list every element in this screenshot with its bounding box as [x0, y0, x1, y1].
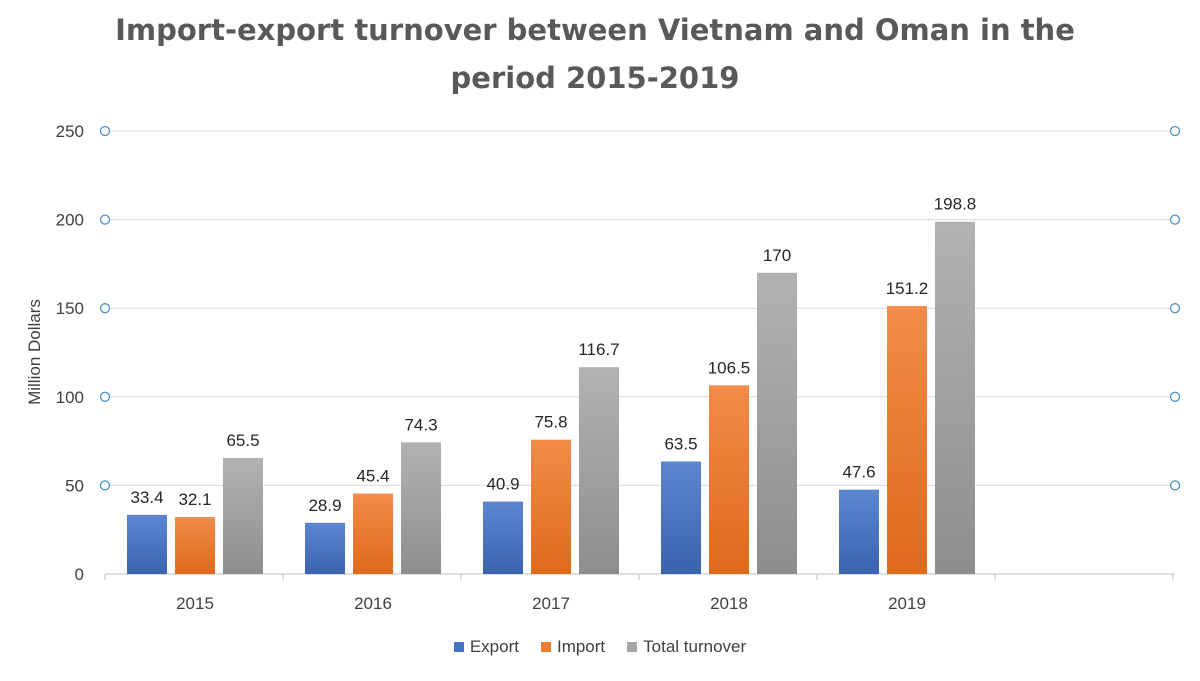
y-axis-label: Million Dollars — [25, 299, 44, 405]
bar-export-2017 — [483, 501, 523, 574]
gridline-marker-left — [99, 480, 111, 491]
data-label: 28.9 — [308, 496, 341, 515]
data-label: 151.2 — [886, 279, 929, 298]
x-tick-label: 2017 — [532, 594, 570, 613]
data-label: 198.8 — [934, 195, 977, 214]
data-label: 170 — [763, 246, 791, 265]
chart-title-line-1: Import-export turnover between Vietnam a… — [115, 13, 1075, 47]
gridline-marker-right — [1169, 214, 1181, 225]
data-labels: 33.4 32.1 65.5 28.9 45.4 74.3 40.9 75.8 116.7 63.… — [130, 195, 976, 515]
data-label: 45.4 — [356, 467, 389, 486]
x-tick-label: 2019 — [888, 594, 926, 613]
y-tick-label: 50 — [65, 476, 84, 495]
x-tick-label: 2015 — [176, 594, 214, 613]
data-label: 116.7 — [578, 340, 619, 359]
gridline-marker-right — [1169, 125, 1181, 137]
y-tick-label: 150 — [56, 299, 84, 318]
data-label: 33.4 — [130, 488, 163, 507]
bar-total-turnover-2016 — [401, 442, 441, 574]
bar-import-2019 — [887, 306, 927, 574]
legend-swatch — [540, 642, 551, 652]
bar-export-2016 — [305, 522, 345, 574]
legend-label: Import — [556, 637, 606, 656]
y-tick-label: 100 — [56, 388, 84, 407]
data-label: 65.5 — [226, 431, 259, 450]
bar-total-turnover-2015 — [223, 457, 263, 574]
bar-import-2016 — [353, 493, 393, 574]
gridline-marker-right — [1169, 303, 1181, 314]
chart-title: Import-export turnover between Vietnam a… — [0, 6, 1190, 102]
data-label: 74.3 — [404, 415, 437, 434]
gridline-marker-left — [99, 303, 111, 314]
axes: 0 50 100 150 200 250 2015 2016 2017 2018 2019 — [56, 122, 1181, 613]
bar-export-2018 — [661, 461, 701, 574]
bar-total-turnover-2018 — [757, 272, 797, 574]
legend: Export Import Total turnover — [0, 637, 1200, 657]
bar-total-turnover-2019 — [935, 221, 975, 575]
data-label: 32.1 — [178, 490, 211, 509]
data-label: 106.5 — [708, 358, 751, 377]
gridline-marker-right — [1169, 391, 1181, 402]
bars — [127, 221, 975, 575]
data-label: 63.5 — [664, 434, 697, 453]
legend-item-export: Export — [453, 637, 519, 657]
legend-label: Export — [469, 637, 519, 656]
gridline-marker-right — [1169, 480, 1181, 491]
legend-item-import: Import — [540, 637, 606, 657]
bar-total-turnover-2017 — [579, 367, 619, 574]
x-tick-label: 2016 — [354, 594, 392, 613]
bar-import-2015 — [175, 517, 215, 574]
legend-item-total-turnover: Total turnover — [627, 637, 746, 657]
bar-export-2019 — [839, 489, 879, 574]
bar-import-2018 — [709, 385, 749, 574]
data-label: 75.8 — [534, 413, 567, 432]
legend-swatch — [453, 642, 464, 652]
gridline-marker-left — [99, 391, 111, 402]
legend-label: Total turnover — [643, 637, 747, 656]
y-tick-label: 0 — [75, 565, 84, 584]
data-label: 40.9 — [486, 475, 519, 494]
legend-swatch — [627, 642, 638, 652]
bar-export-2015 — [127, 514, 167, 574]
gridline-marker-left — [99, 125, 111, 137]
gridlines — [105, 130, 1175, 575]
x-tick-label: 2018 — [710, 594, 748, 613]
gridline-marker-left — [99, 214, 111, 225]
chart-title-line-2: period 2015-2019 — [450, 61, 740, 95]
data-label: 47.6 — [842, 463, 875, 482]
y-tick-label: 250 — [56, 122, 84, 141]
y-tick-label: 200 — [56, 211, 84, 230]
bar-import-2017 — [531, 439, 571, 574]
